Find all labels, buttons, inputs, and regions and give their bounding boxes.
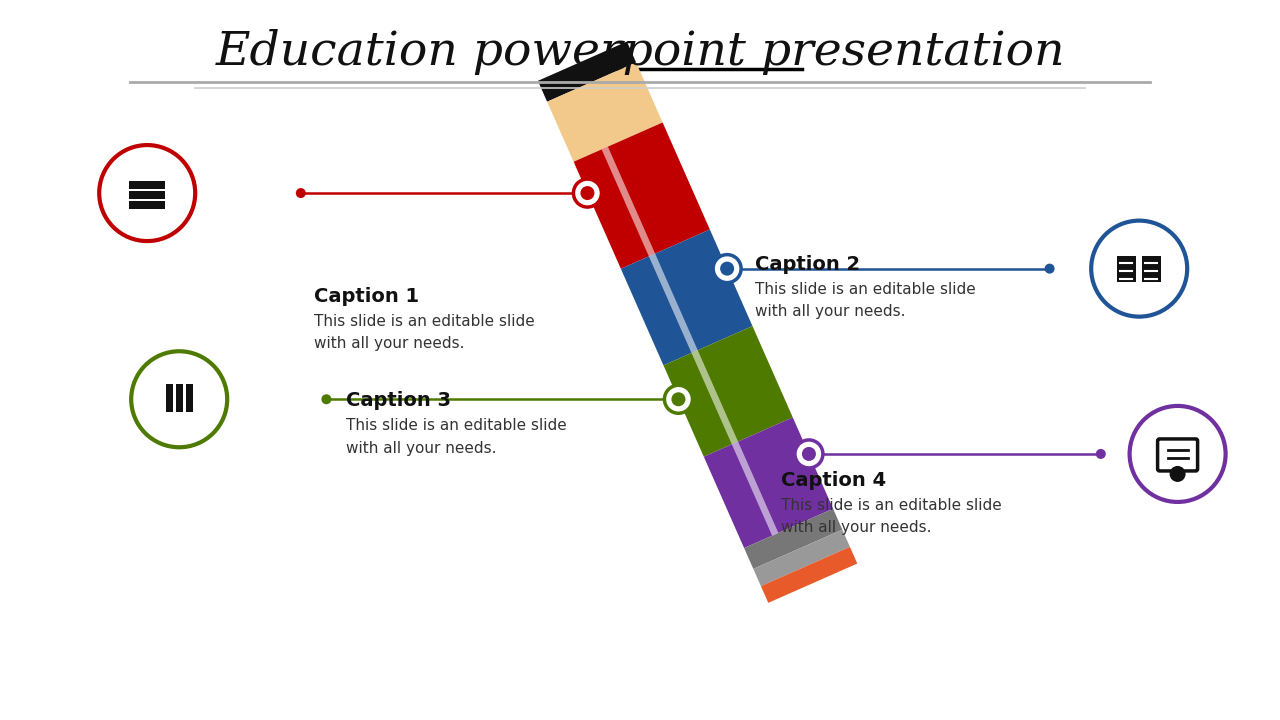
Polygon shape	[621, 230, 753, 365]
Text: This slide is an editable slide
with all your needs.: This slide is an editable slide with all…	[314, 314, 534, 351]
Polygon shape	[704, 418, 833, 548]
Text: Caption 2: Caption 2	[755, 255, 860, 274]
Polygon shape	[732, 441, 778, 536]
Polygon shape	[602, 147, 655, 256]
Text: This slide is an editable slide
with all your needs.: This slide is an editable slide with all…	[755, 282, 975, 319]
Polygon shape	[663, 326, 792, 456]
FancyBboxPatch shape	[1117, 256, 1137, 282]
Polygon shape	[538, 42, 636, 102]
FancyBboxPatch shape	[175, 384, 183, 413]
Circle shape	[1096, 449, 1106, 459]
FancyBboxPatch shape	[129, 191, 165, 199]
Polygon shape	[760, 547, 858, 603]
Polygon shape	[754, 530, 850, 586]
FancyBboxPatch shape	[1142, 256, 1161, 282]
Text: This slide is an editable slide
with all your needs.: This slide is an editable slide with all…	[781, 498, 1001, 535]
Polygon shape	[649, 253, 698, 353]
Circle shape	[801, 447, 815, 461]
Circle shape	[100, 145, 196, 241]
Circle shape	[721, 261, 735, 276]
Circle shape	[713, 255, 741, 283]
Text: Education powerpoint presentation: Education powerpoint presentation	[215, 29, 1065, 75]
Text: This slide is an editable slide
with all your needs.: This slide is an editable slide with all…	[346, 418, 566, 456]
Circle shape	[580, 186, 594, 200]
Text: Caption 4: Caption 4	[781, 471, 886, 490]
Circle shape	[672, 392, 686, 406]
FancyBboxPatch shape	[165, 384, 173, 413]
Circle shape	[321, 395, 332, 404]
Circle shape	[1130, 406, 1226, 502]
Circle shape	[573, 179, 602, 207]
Circle shape	[1091, 220, 1188, 317]
Polygon shape	[744, 509, 842, 569]
FancyBboxPatch shape	[129, 201, 165, 209]
FancyBboxPatch shape	[129, 181, 165, 189]
Text: Caption 3: Caption 3	[346, 392, 451, 410]
Polygon shape	[547, 63, 663, 162]
Circle shape	[1044, 264, 1055, 274]
Polygon shape	[691, 350, 739, 444]
Circle shape	[664, 385, 692, 413]
Circle shape	[1170, 466, 1185, 482]
Circle shape	[132, 351, 228, 447]
FancyBboxPatch shape	[186, 384, 193, 413]
Circle shape	[795, 440, 823, 468]
Polygon shape	[573, 122, 710, 269]
Circle shape	[296, 188, 306, 198]
Text: Caption 1: Caption 1	[314, 287, 419, 306]
